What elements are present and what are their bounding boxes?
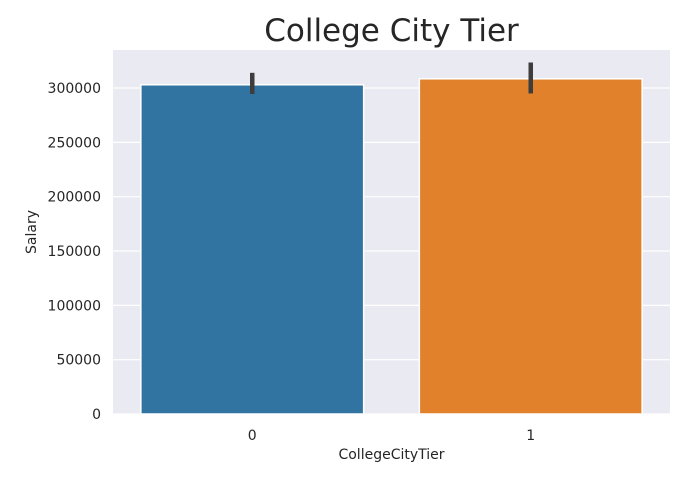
bar-1: [418, 78, 643, 415]
x-tick-label: 0: [248, 428, 257, 444]
chart-title: College City Tier: [264, 13, 519, 49]
y-axis-label: Salary: [24, 210, 40, 254]
y-tick-label: 50000: [56, 353, 101, 369]
bar-0: [140, 84, 365, 415]
bars: [140, 78, 643, 415]
y-axis-ticks: 0 50000 100000 150000 200000 250000 300000: [48, 81, 101, 423]
y-tick-label: 300000: [48, 81, 101, 97]
x-axis-label: CollegeCityTier: [338, 447, 444, 463]
y-tick-label: 100000: [48, 298, 101, 314]
y-tick-label: 250000: [48, 135, 101, 151]
error-bars: [250, 62, 533, 95]
y-tick-label: 200000: [48, 190, 101, 206]
y-tick-label: 150000: [48, 244, 101, 260]
y-tick-label: 0: [92, 407, 101, 423]
x-tick-label: 1: [526, 428, 535, 444]
